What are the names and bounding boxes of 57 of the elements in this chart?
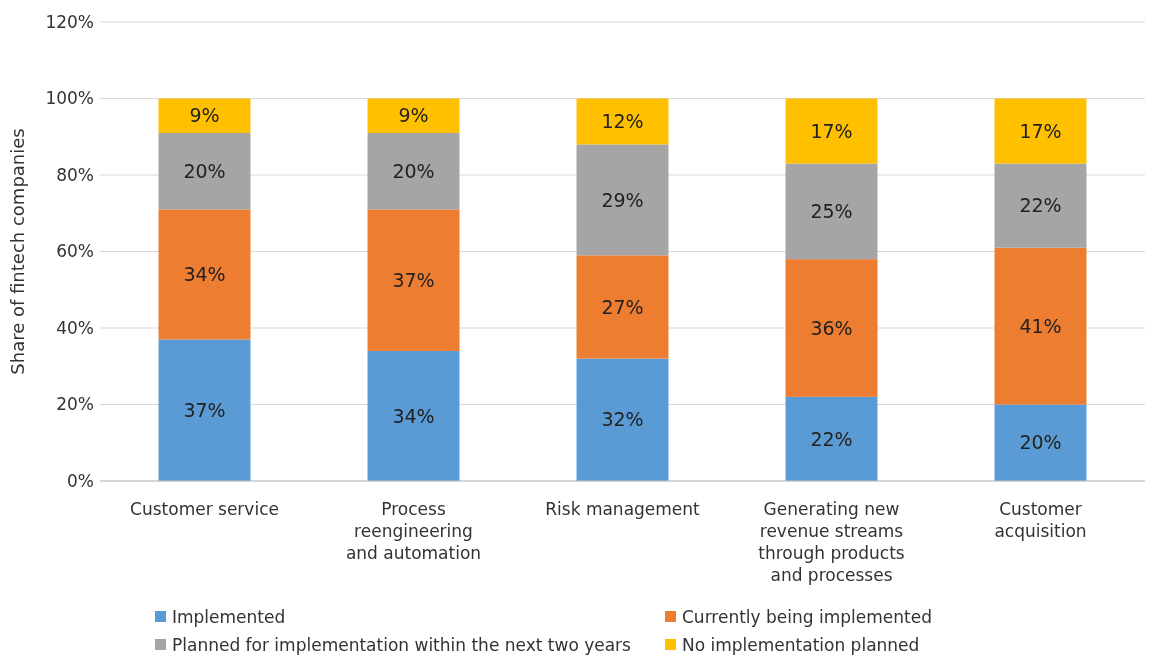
y-axis-title: Share of fintech companies [7, 128, 28, 375]
data-label: 22% [810, 427, 853, 450]
data-label: 41% [1019, 314, 1062, 337]
y-tick-label: 100% [45, 88, 94, 109]
bar [158, 339, 251, 481]
bar [367, 350, 460, 481]
legend-label: Currently being implemented [682, 606, 932, 627]
bar [576, 255, 669, 359]
bar [576, 144, 669, 256]
data-label: 36% [810, 316, 853, 339]
bar [367, 132, 460, 210]
bar [158, 209, 251, 340]
bar [158, 132, 251, 210]
data-label: 22% [1019, 194, 1062, 217]
bar [994, 98, 1087, 164]
x-tick-label: Process reengineering and automation [345, 499, 482, 563]
bar [785, 163, 878, 260]
bar [994, 163, 1087, 248]
bar [994, 404, 1087, 481]
y-tick-label: 0% [67, 470, 94, 491]
data-label: 20% [392, 159, 435, 182]
y-tick-label: 20% [56, 394, 94, 415]
bar [785, 98, 878, 164]
bar [576, 98, 669, 145]
data-label: 17% [810, 119, 853, 142]
data-label: 17% [1019, 119, 1062, 142]
data-label: 37% [183, 398, 226, 421]
data-label: 12% [601, 110, 644, 133]
data-label: 9% [398, 104, 429, 127]
bar [994, 247, 1087, 405]
data-label: 20% [1019, 431, 1062, 454]
bar [158, 98, 251, 133]
data-label: 9% [189, 104, 220, 127]
bar [367, 209, 460, 351]
bar [576, 358, 669, 481]
data-label: 37% [392, 268, 435, 291]
data-label: 29% [601, 188, 644, 211]
legend-label: Implemented [172, 606, 286, 627]
bar [785, 259, 878, 397]
legend-label: No implementation planned [682, 634, 920, 655]
y-tick-label: 120% [45, 11, 94, 32]
x-tick-label: Generating new revenue streams through products and processes [758, 499, 905, 585]
data-label: 25% [810, 199, 853, 222]
data-label: 27% [601, 295, 644, 318]
x-tick-label: Customer acquisition [994, 499, 1087, 541]
legend-label: Planned for implementation within the next two years [172, 634, 632, 655]
y-tick-label: 60% [56, 241, 94, 262]
bar [785, 396, 878, 481]
y-tick-label: 40% [56, 317, 94, 338]
x-tick-label: Customer service [130, 499, 279, 519]
bar [367, 98, 460, 133]
x-tick-label: Risk management [545, 499, 701, 519]
data-label: 34% [392, 404, 435, 427]
data-label: 20% [183, 159, 226, 182]
data-label: 34% [183, 263, 226, 286]
data-label: 32% [601, 408, 644, 431]
y-tick-label: 80% [56, 164, 94, 185]
